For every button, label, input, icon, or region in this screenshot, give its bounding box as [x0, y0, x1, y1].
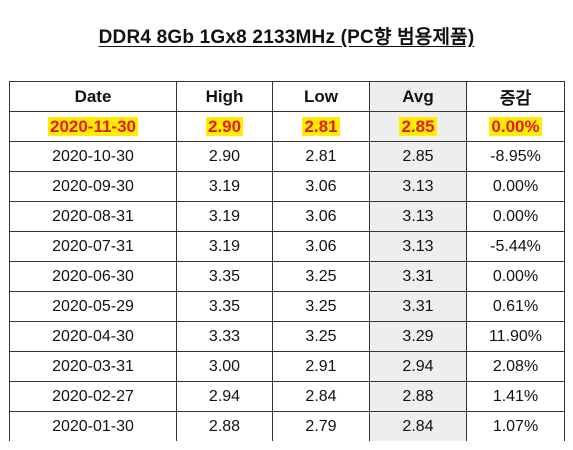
highlighted-value: 2.90 [205, 116, 244, 136]
cell-date: 2020-02-27 [9, 381, 177, 412]
table-row: 2020-03-31 3.00 2.91 2.94 2.08% [9, 351, 565, 382]
table-row: 2020-02-27 2.94 2.84 2.88 1.41% [9, 381, 565, 412]
cell-high: 3.19 [176, 231, 273, 262]
cell-change: 0.00% [466, 171, 565, 202]
table-row: 2020-04-30 3.33 3.25 3.29 11.90% [9, 321, 565, 352]
cell-avg: 3.29 [369, 321, 467, 352]
cell-low: 3.25 [272, 321, 370, 352]
header-date: Date [9, 81, 177, 112]
cell-date: 2020-03-31 [9, 351, 177, 382]
cell-low: 2.84 [272, 381, 370, 412]
table-body: 2020-11-30 2.90 2.81 2.85 0.00% 2020-10-30 2.9… [9, 111, 565, 441]
cell-low: 2.91 [272, 351, 370, 382]
cell-low: 3.25 [272, 291, 370, 322]
cell-high: 2.88 [176, 411, 273, 441]
table-header-row: Date High Low Avg 증감 [9, 81, 565, 112]
cell-change: 1.41% [466, 381, 565, 412]
cell-date: 2020-06-30 [9, 261, 177, 292]
cell-date: 2020-05-29 [9, 291, 177, 322]
table-row: 2020-05-29 3.35 3.25 3.31 0.61% [9, 291, 565, 322]
cell-avg: 3.13 [369, 201, 467, 232]
cell-high: 3.19 [176, 171, 273, 202]
header-change: 증감 [466, 81, 565, 112]
table-row: 2020-09-30 3.19 3.06 3.13 0.00% [9, 171, 565, 202]
table-row: 2020-07-31 3.19 3.06 3.13 -5.44% [9, 231, 565, 262]
cell-low: 3.06 [272, 231, 370, 262]
cell-date: 2020-11-30 [9, 111, 177, 142]
cell-change: -5.44% [466, 231, 565, 262]
table-row: 2020-06-30 3.35 3.25 3.31 0.00% [9, 261, 565, 292]
header-avg: Avg [369, 81, 467, 112]
cell-high: 3.00 [176, 351, 273, 382]
cell-date: 2020-08-31 [9, 201, 177, 232]
cell-high: 3.33 [176, 321, 273, 352]
table-row: 2020-01-30 2.88 2.79 2.84 1.07% [9, 411, 565, 441]
cell-high: 2.90 [176, 141, 273, 172]
header-low: Low [272, 81, 370, 112]
cell-date: 2020-01-30 [9, 411, 177, 441]
highlighted-value: 0.00% [489, 116, 542, 136]
highlighted-value: 2.81 [302, 116, 340, 136]
cell-avg: 2.94 [369, 351, 467, 382]
cell-change: 1.07% [466, 411, 565, 441]
table-row: 2020-11-30 2.90 2.81 2.85 0.00% [9, 111, 565, 142]
cell-date: 2020-04-30 [9, 321, 177, 352]
header-high: High [176, 81, 273, 112]
cell-avg: 2.84 [369, 411, 467, 441]
cell-change: 11.90% [466, 321, 565, 352]
cell-high: 3.35 [176, 261, 273, 292]
cell-avg: 3.31 [369, 261, 467, 292]
cell-change: 0.00% [466, 111, 565, 142]
cell-change: -8.95% [466, 141, 565, 172]
cell-high: 2.94 [176, 381, 273, 412]
cell-date: 2020-10-30 [9, 141, 177, 172]
cell-low: 2.81 [272, 141, 370, 172]
page-title: DDR4 8Gb 1Gx8 2133MHz (PC향 범용제품) [98, 27, 475, 48]
cell-low: 3.25 [272, 261, 370, 292]
cell-date: 2020-07-31 [9, 231, 177, 262]
cell-low: 3.06 [272, 171, 370, 202]
cell-high: 3.35 [176, 291, 273, 322]
cell-change: 2.08% [466, 351, 565, 382]
cell-avg: 2.85 [369, 111, 467, 142]
table-row: 2020-08-31 3.19 3.06 3.13 0.00% [9, 201, 565, 232]
cell-avg: 3.31 [369, 291, 467, 322]
cell-low: 3.06 [272, 201, 370, 232]
table-row: 2020-10-30 2.90 2.81 2.85 -8.95% [9, 141, 565, 172]
cell-avg: 3.13 [369, 231, 467, 262]
cell-low: 2.79 [272, 411, 370, 441]
cell-high: 2.90 [176, 111, 273, 142]
cell-avg: 2.85 [369, 141, 467, 172]
cell-high: 3.19 [176, 201, 273, 232]
cell-date: 2020-09-30 [9, 171, 177, 202]
cell-avg: 2.88 [369, 381, 467, 412]
cell-change: 0.00% [466, 201, 565, 232]
cell-low: 2.81 [272, 111, 370, 142]
cell-change: 0.00% [466, 261, 565, 292]
highlighted-value: 2.85 [399, 116, 437, 136]
cell-avg: 3.13 [369, 171, 467, 202]
cell-change: 0.61% [466, 291, 565, 322]
price-table: Date High Low Avg 증감 2020-11-30 2.90 2.81 2… [9, 81, 565, 441]
highlighted-value: 2020-11-30 [47, 116, 139, 136]
